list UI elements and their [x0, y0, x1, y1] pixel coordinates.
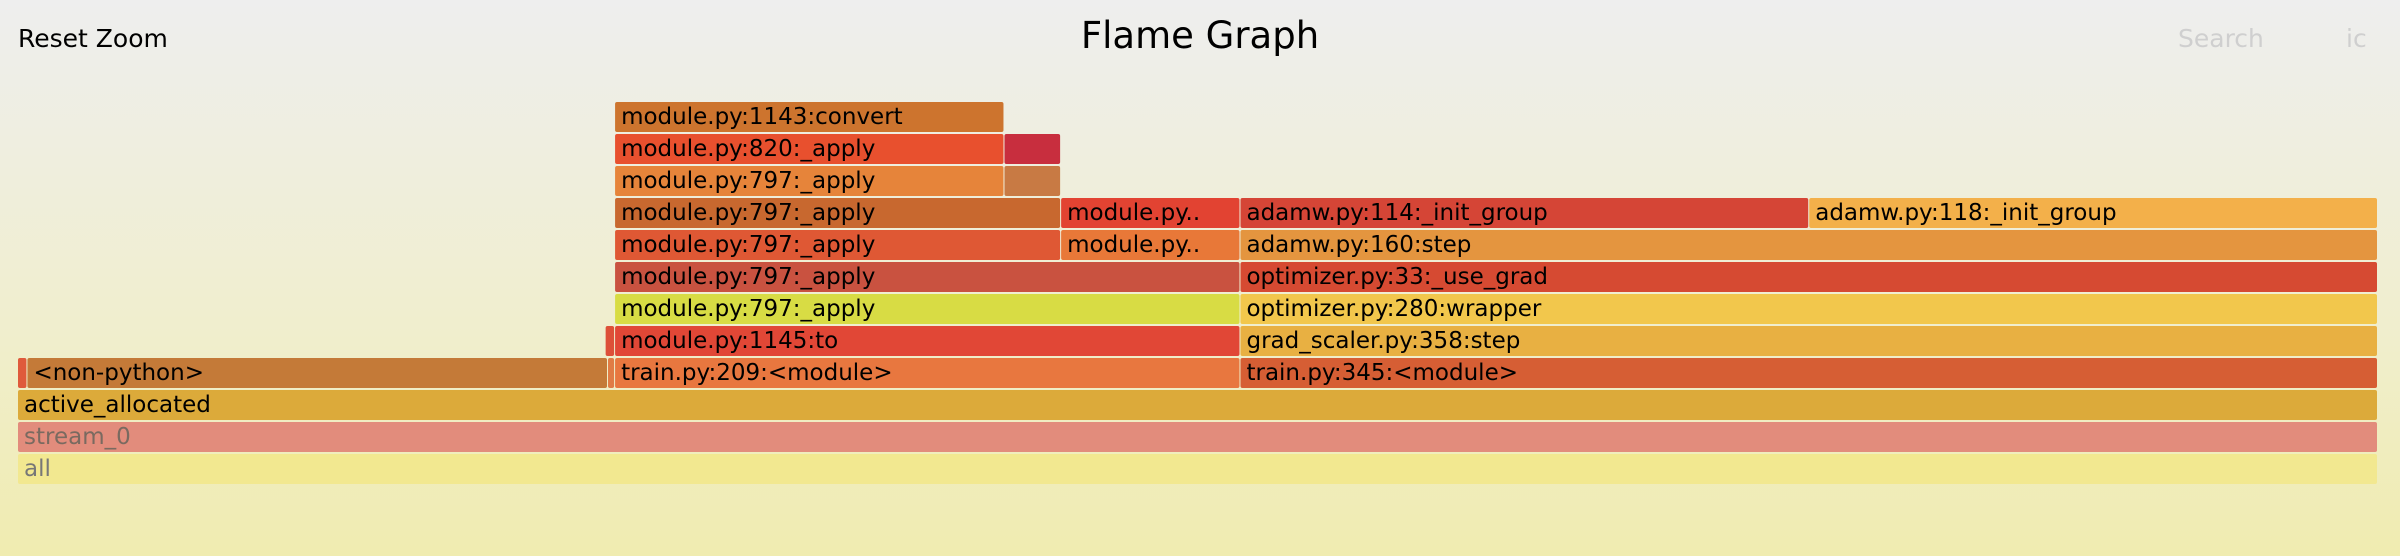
flame-frame-rect[interactable]: [1240, 294, 2377, 324]
flame-frame[interactable]: optimizer.py:33:_use_grad: [1240, 262, 2377, 292]
flame-frame[interactable]: all: [18, 454, 2377, 484]
flame-frame-label: train.py:209:<module>: [621, 360, 893, 386]
flame-frame-rect[interactable]: [1240, 326, 2377, 356]
flame-frame-rect[interactable]: [605, 326, 615, 356]
flame-frame[interactable]: adamw.py:118:_init_group: [1809, 198, 2377, 228]
flame-frame[interactable]: module.py:820:_apply: [615, 134, 1004, 164]
flame-frame[interactable]: module.py:797:_apply: [615, 294, 1240, 324]
flame-frame[interactable]: adamw.py:114:_init_group: [1240, 198, 1809, 228]
flame-frame-rect[interactable]: [1004, 166, 1061, 196]
flame-frame[interactable]: module.py:1145:to: [615, 326, 1240, 356]
flame-frame[interactable]: train.py:209:<module>: [615, 358, 1240, 388]
flame-frame-label: module.py:1145:to: [621, 328, 838, 354]
flame-frame-rect[interactable]: [615, 198, 1061, 228]
reset-zoom-button[interactable]: Reset Zoom: [18, 24, 168, 53]
flame-frame-label: module.py:797:_apply: [621, 296, 875, 322]
flame-frame-rect[interactable]: [615, 326, 1240, 356]
flame-frame-rect[interactable]: [615, 102, 1004, 132]
flame-frame-rect[interactable]: [18, 358, 27, 388]
flame-frame-rect[interactable]: [1240, 198, 1809, 228]
flame-frame-rect[interactable]: [615, 134, 1004, 164]
flame-frame-label: module.py:1143:convert: [621, 104, 903, 130]
flame-frame-label: adamw.py:118:_init_group: [1815, 200, 2116, 226]
flame-frame[interactable]: module.py:797:_apply: [615, 262, 1240, 292]
flame-frame-label: active_allocated: [24, 392, 211, 418]
flame-frame-rect[interactable]: [1240, 230, 2377, 260]
flame-frame-label: module.py:797:_apply: [621, 168, 875, 194]
flame-frame[interactable]: active_allocated: [18, 390, 2377, 420]
flame-frame[interactable]: grad_scaler.py:358:step: [1240, 326, 2377, 356]
flame-frame[interactable]: [1004, 134, 1061, 164]
flame-frame-label: module.py..: [1067, 200, 1200, 226]
flame-frame-label: adamw.py:160:step: [1246, 232, 1471, 258]
flame-frame[interactable]: [605, 326, 615, 356]
flame-frame-label: stream_0: [24, 424, 131, 450]
flame-frame-rect[interactable]: [615, 262, 1240, 292]
flame-frame-rect[interactable]: [615, 358, 1240, 388]
flame-frame-rect[interactable]: [27, 358, 607, 388]
flame-frame[interactable]: optimizer.py:280:wrapper: [1240, 294, 2377, 324]
flame-frame-label: <non-python>: [33, 360, 204, 386]
flame-frame-label: module.py:820:_apply: [621, 136, 875, 162]
flame-frame-label: all: [24, 456, 51, 482]
flame-frame-rect[interactable]: [615, 230, 1061, 260]
flame-frame-label: grad_scaler.py:358:step: [1246, 328, 1520, 354]
flame-frame[interactable]: adamw.py:160:step: [1240, 230, 2377, 260]
flame-frame-rect[interactable]: [1809, 198, 2377, 228]
flame-frame-rect[interactable]: [18, 422, 2377, 452]
flame-frame[interactable]: module.py:797:_apply: [615, 166, 1004, 196]
flame-frame-label: train.py:345:<module>: [1246, 360, 1518, 386]
flame-frame-rect[interactable]: [608, 358, 615, 388]
flame-frame[interactable]: module.py..: [1061, 198, 1240, 228]
flame-frame-rect[interactable]: [1240, 262, 2377, 292]
flame-frame[interactable]: [1004, 166, 1061, 196]
flame-frame-rect[interactable]: [615, 294, 1240, 324]
flame-frame-label: adamw.py:114:_init_group: [1246, 200, 1547, 226]
flame-frame-rect[interactable]: [1004, 134, 1061, 164]
chart-title: Flame Graph: [1080, 14, 1320, 57]
flame-frame[interactable]: [608, 358, 615, 388]
flame-frame[interactable]: module.py..: [1061, 230, 1240, 260]
flame-frame-label: module.py:797:_apply: [621, 232, 875, 258]
flame-frame-label: module.py:797:_apply: [621, 200, 875, 226]
flame-frame[interactable]: <non-python>: [27, 358, 607, 388]
flame-frame-label: module.py:797:_apply: [621, 264, 875, 290]
flame-frame[interactable]: module.py:797:_apply: [615, 198, 1061, 228]
flame-frame[interactable]: module.py:797:_apply: [615, 230, 1061, 260]
flame-frame[interactable]: module.py:1143:convert: [615, 102, 1004, 132]
search-button[interactable]: Search: [2178, 24, 2264, 53]
flame-frame[interactable]: [18, 358, 27, 388]
flame-frame[interactable]: stream_0: [18, 422, 2377, 452]
flame-frame-rect[interactable]: [615, 166, 1004, 196]
flame-frame-rect[interactable]: [18, 454, 2377, 484]
flame-frame-label: optimizer.py:280:wrapper: [1246, 296, 1541, 322]
flame-frame-label: module.py..: [1067, 232, 1200, 258]
flame-frame-rect[interactable]: [1061, 198, 1240, 228]
flame-frame[interactable]: train.py:345:<module>: [1240, 358, 2377, 388]
flame-frame-rect[interactable]: [1240, 358, 2377, 388]
ignore-case-toggle[interactable]: ic: [2346, 24, 2367, 53]
flame-frame-label: optimizer.py:33:_use_grad: [1246, 264, 1548, 290]
flame-frame-rect[interactable]: [1061, 230, 1240, 260]
flame-frame-rect[interactable]: [18, 390, 2377, 420]
